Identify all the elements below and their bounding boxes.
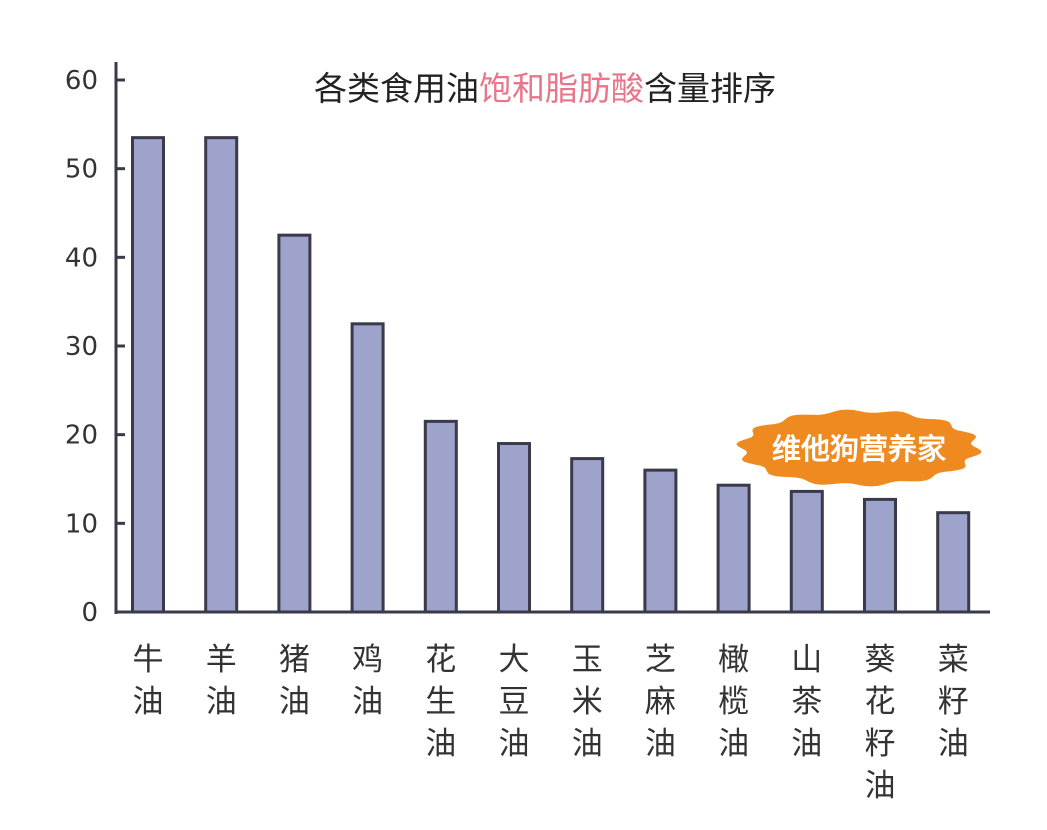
bar — [277, 233, 312, 614]
chart-title-part: 各类食用油 — [314, 69, 479, 108]
y-tick-label: 60 — [65, 66, 98, 96]
y-tick-label: 40 — [65, 243, 98, 273]
y-axis: 0 10 20 30 40 50 60 — [65, 62, 125, 628]
x-tick-label: 猪油 — [279, 642, 310, 720]
bar — [423, 419, 458, 614]
y-tick-label: 30 — [65, 332, 98, 362]
bar — [570, 457, 605, 614]
x-tick-label: 鸡油 — [352, 642, 383, 720]
x-tick-label: 花生油 — [425, 642, 456, 762]
bar — [643, 468, 678, 614]
watermark-text: 维他狗营养家 — [772, 432, 946, 466]
bars — [131, 136, 971, 614]
y-tick-label: 50 — [65, 155, 98, 185]
x-tick-label: 芝麻油 — [645, 642, 676, 762]
x-tick-label: 玉米油 — [572, 642, 603, 762]
x-tick-label: 橄榄油 — [718, 642, 749, 762]
x-tick-label: 大豆油 — [499, 642, 530, 762]
x-tick-label: 牛油 — [133, 642, 164, 720]
chart-title: 各类食用油饱和脂肪酸含量排序 — [314, 69, 776, 108]
bar — [716, 483, 751, 614]
y-tick-label: 0 — [81, 598, 98, 628]
watermark-badge-shape — [736, 409, 982, 487]
x-tick-label: 羊油 — [206, 642, 237, 720]
chart-title-part: 饱和脂肪酸 — [479, 69, 644, 108]
bar — [204, 136, 239, 614]
bar — [863, 497, 897, 614]
y-tick-label: 20 — [65, 421, 98, 451]
bar — [789, 489, 824, 614]
bar — [131, 136, 165, 614]
x-tick-label: 葵花籽油 — [865, 642, 896, 804]
x-tick-label: 菜籽油 — [938, 642, 969, 762]
x-tick-label: 山茶油 — [791, 642, 822, 762]
bar — [350, 322, 385, 614]
bar — [497, 442, 531, 614]
y-tick-label: 10 — [65, 509, 98, 539]
watermark-badge: 维他狗营养家 — [736, 409, 982, 487]
bar — [936, 511, 971, 614]
chart-title-part: 含量排序 — [644, 69, 776, 108]
